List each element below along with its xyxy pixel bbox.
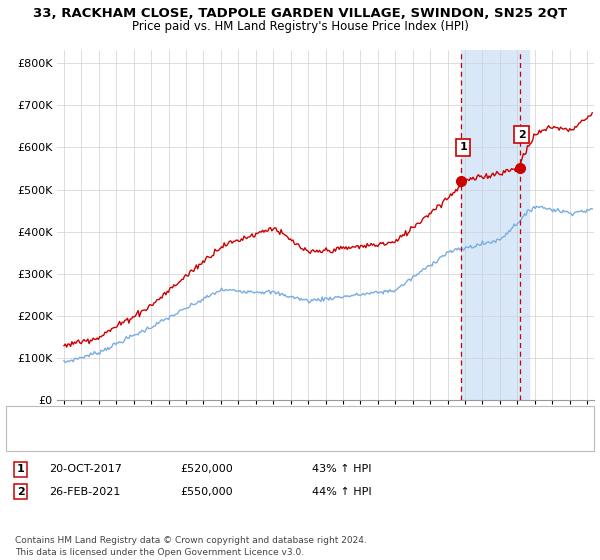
Text: 44% ↑ HPI: 44% ↑ HPI — [312, 487, 371, 497]
Text: 20-OCT-2017: 20-OCT-2017 — [49, 464, 122, 474]
Text: HPI: Average price, detached house, Swindon: HPI: Average price, detached house, Swin… — [53, 433, 280, 444]
Text: 2: 2 — [518, 130, 526, 140]
Text: £550,000: £550,000 — [180, 487, 233, 497]
Text: 33, RACKHAM CLOSE, TADPOLE GARDEN VILLAGE, SWINDON, SN25 2QT (detached hous: 33, RACKHAM CLOSE, TADPOLE GARDEN VILLAG… — [53, 411, 492, 421]
Text: £520,000: £520,000 — [180, 464, 233, 474]
Text: 2: 2 — [17, 487, 25, 497]
Text: 1: 1 — [17, 464, 25, 474]
Text: 33, RACKHAM CLOSE, TADPOLE GARDEN VILLAGE, SWINDON, SN25 2QT: 33, RACKHAM CLOSE, TADPOLE GARDEN VILLAG… — [33, 7, 567, 20]
Text: 43% ↑ HPI: 43% ↑ HPI — [312, 464, 371, 474]
Bar — [461, 50, 529, 400]
Text: 1: 1 — [460, 142, 467, 152]
Text: Price paid vs. HM Land Registry's House Price Index (HPI): Price paid vs. HM Land Registry's House … — [131, 20, 469, 32]
Text: 26-FEB-2021: 26-FEB-2021 — [49, 487, 121, 497]
Text: Contains HM Land Registry data © Crown copyright and database right 2024.
This d: Contains HM Land Registry data © Crown c… — [15, 536, 367, 557]
